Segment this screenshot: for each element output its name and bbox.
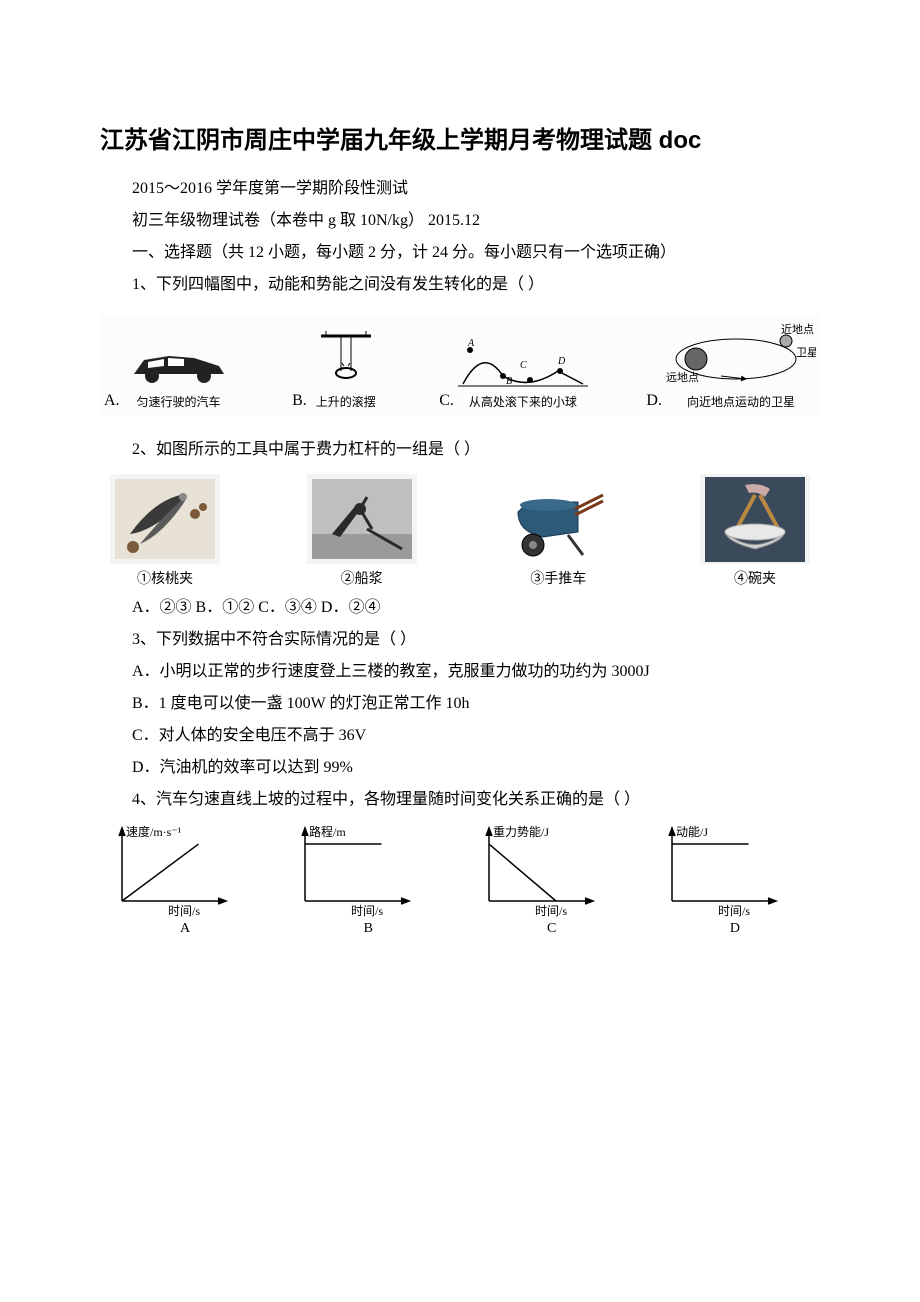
svg-text:时间/s: 时间/s: [535, 904, 567, 918]
q4-text: 4、汽车匀速直线上坡的过程中，各物理量随时间变化关系正确的是（ ）: [100, 784, 820, 816]
q4-chart-letter: C: [547, 921, 556, 937]
pendulum-icon: [311, 331, 381, 391]
q4-chart-d: 动能/J 时间/s D: [650, 824, 820, 937]
q3-a: A．小明以正常的步行速度登上三楼的教室，克服重力做功的功约为 3000J: [100, 656, 820, 688]
svg-text:D: D: [557, 356, 566, 367]
q2-text: 2、如图所示的工具中属于费力杠杆的一组是（ ）: [100, 434, 820, 466]
q1-fig-a: A. 匀速行驶的汽车: [104, 342, 234, 410]
svg-text:重力势能/J: 重力势能/J: [493, 825, 549, 839]
sat-label: 卫星: [796, 346, 816, 359]
section-heading: 一、选择题（共 12 小题，每小题 2 分，计 24 分。每小题只有一个选项正确…: [100, 237, 820, 269]
q1-a-letter: A.: [104, 392, 120, 410]
svg-text:时间/s: 时间/s: [351, 904, 383, 918]
q1-a-caption: 匀速行驶的汽车: [137, 393, 221, 410]
far-label: 远地点: [666, 371, 699, 384]
q1-fig-d: D. 近地点 远地点 卫星 向近地点运动的卫星: [646, 321, 816, 410]
car-icon: [124, 342, 234, 391]
orbit-icon: 近地点 远地点 卫星: [666, 321, 816, 391]
subheader-1: 2015～2016 学年度第一学期阶段性测试: [100, 173, 820, 205]
q1-fig-c: C. A B C D 从高处滚下来的小球: [439, 336, 588, 410]
q4-chart-letter: D: [730, 921, 740, 937]
svg-text:时间/s: 时间/s: [168, 904, 200, 918]
q4-chart-a: 速度/m·s⁻¹ 时间/s A: [100, 824, 270, 937]
q2-tool-4: ④碗夹: [700, 474, 810, 588]
q1-c-letter: C.: [439, 392, 454, 410]
q2-tool-2: ②船浆: [307, 474, 417, 588]
ramp-icon: A B C D: [458, 336, 588, 391]
page-root: 江苏省江阴市周庄中学届九年级上学期月考物理试题 doc 2015～2016 学年…: [0, 0, 920, 997]
paddle-icon: [307, 474, 417, 564]
q1-c-caption: 从高处滚下来的小球: [469, 393, 577, 410]
nutcracker-icon: [110, 474, 220, 564]
svg-text:动能/J: 动能/J: [676, 825, 708, 839]
q4-chart-letter: A: [180, 921, 190, 937]
q1-a-item: 匀速行驶的汽车: [124, 342, 234, 410]
q1-c-item: A B C D 从高处滚下来的小球: [458, 336, 588, 410]
q3-b: B．1 度电可以使一盏 100W 的灯泡正常工作 10h: [100, 688, 820, 720]
q2-cap-4: ④碗夹: [734, 568, 776, 588]
q1-d-letter: D.: [646, 392, 662, 410]
q2-cap-2: ②船浆: [341, 568, 383, 588]
svg-text:A: A: [467, 338, 475, 349]
q1-fig-b: B. 上升的滚摆: [292, 331, 381, 410]
q1-d-caption: 向近地点运动的卫星: [687, 393, 795, 410]
svg-text:路程/m: 路程/m: [309, 824, 346, 839]
q1-figures: A. 匀速行驶的汽车 B.: [100, 315, 820, 416]
q2-cap-1: ①核桃夹: [137, 568, 193, 588]
q3-text: 3、下列数据中不符合实际情况的是（ ）: [100, 624, 820, 656]
q4-chart-b: 路程/m 时间/s B: [283, 824, 453, 937]
q4-chart-c: 重力势能/J 时间/s C: [467, 824, 637, 937]
q4-charts: 速度/m·s⁻¹ 时间/s A 路程/m 时间/s B 重力势能/J 时间/s C 动能/J 时间/…: [100, 824, 820, 937]
q3-d: D．汽油机的效率可以达到 99%: [100, 752, 820, 784]
svg-text:速度/m·s⁻¹: 速度/m·s⁻¹: [126, 824, 182, 839]
q2-figures: ①核桃夹 ②船浆: [110, 474, 810, 588]
wheelbarrow-icon: [503, 474, 613, 564]
svg-text:时间/s: 时间/s: [718, 904, 750, 918]
q3-c: C．对人体的安全电压不高于 36V: [100, 720, 820, 752]
q2-tool-1: ①核桃夹: [110, 474, 220, 588]
q1-text: 1、下列四幅图中，动能和势能之间没有发生转化的是（ ）: [100, 269, 820, 301]
q1-b-caption: 上升的滚摆: [316, 393, 376, 410]
svg-text:C: C: [520, 360, 527, 371]
subheader-2: 初三年级物理试卷（本卷中 g 取 10N/kg） 2015.12: [100, 205, 820, 237]
q1-b-letter: B.: [292, 392, 307, 410]
near-label: 近地点: [781, 323, 814, 336]
doc-title: 江苏省江阴市周庄中学届九年级上学期月考物理试题 doc: [100, 120, 820, 155]
q1-b-item: 上升的滚摆: [311, 331, 381, 410]
q4-chart-letter: B: [364, 921, 373, 937]
bowl-tongs-icon: [700, 474, 810, 564]
q2-tool-3: ③手推车: [503, 474, 613, 588]
q1-d-item: 近地点 远地点 卫星 向近地点运动的卫星: [666, 321, 816, 410]
svg-text:B: B: [506, 376, 512, 387]
q2-options: A．②③ B．①② C．③④ D．②④: [100, 592, 820, 624]
q2-cap-3: ③手推车: [530, 568, 586, 588]
